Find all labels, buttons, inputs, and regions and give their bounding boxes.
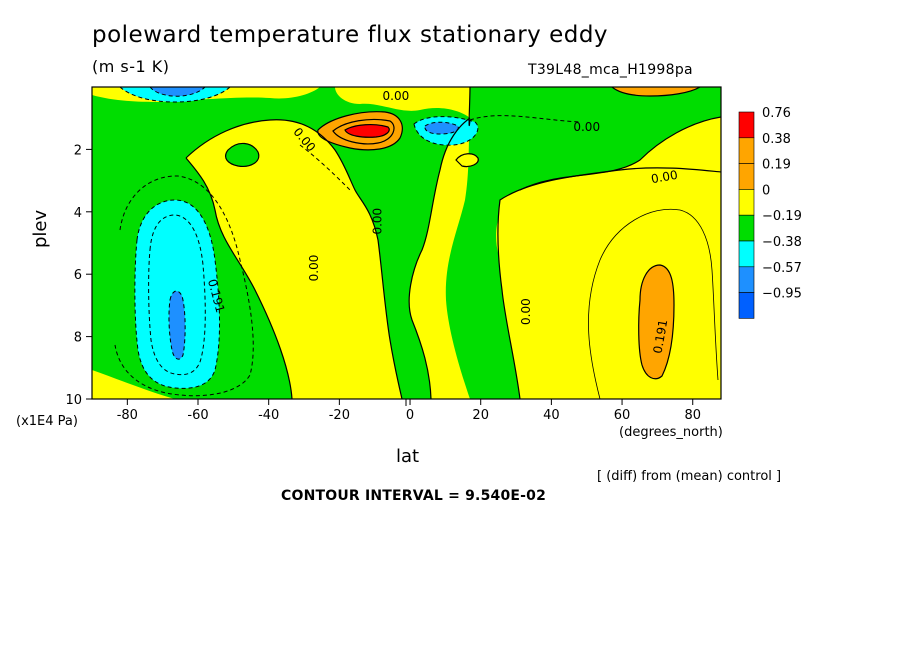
contour-lines-thin: [588, 208, 719, 399]
field-positive-small: [456, 153, 479, 167]
x-tick-label: -80: [117, 408, 138, 423]
chart-title: poleward temperature flux stationary edd…: [92, 22, 609, 48]
contour-lines-negative: [114, 87, 581, 397]
x-tick-label: 40: [543, 408, 560, 423]
colorbar-swatch: [738, 111, 755, 139]
diff-note: [ (diff) from (mean) control ]: [597, 469, 782, 484]
contour-interval: CONTOUR INTERVAL = 9.540E-02: [281, 488, 547, 504]
x-tick-label: -40: [258, 408, 279, 423]
contour-label: 0.191: [651, 318, 671, 354]
colorbar-label: −0.95: [762, 287, 802, 302]
y-tick-label: 6: [74, 268, 82, 283]
colorbar-label: −0.19: [762, 209, 802, 224]
colorbar-label: 0.19: [762, 158, 791, 173]
x-tick-label: 80: [684, 408, 701, 423]
y-tick-label: 4: [74, 206, 82, 221]
axes-layer: -80 -60 -40 -20 0 20 40 60 80 2 4 6 8 10: [65, 143, 701, 423]
colorbar-label: 0.38: [762, 132, 791, 147]
contour-label: 0.00: [383, 89, 410, 103]
run-id-label: T39L48_mca_H1998pa: [528, 62, 693, 78]
colorbar-label: −0.38: [762, 235, 802, 250]
contour-label: 0.00: [519, 298, 533, 325]
colorbar-label: 0: [762, 183, 770, 198]
x-units-label: (degrees_north): [619, 425, 723, 440]
x-tick-label: 0: [406, 408, 414, 423]
plot-area: [92, 87, 721, 399]
field-positive-core-right: [638, 265, 674, 379]
field-positive-right-big: [497, 167, 721, 399]
colorbar-label: −0.57: [762, 261, 802, 276]
colorbar-swatch: [738, 214, 755, 242]
x-tick-label: 20: [472, 408, 489, 423]
field-positive-bottom-left: [92, 370, 175, 399]
y-tick-label: 10: [65, 393, 82, 408]
colorbar-swatch: [738, 266, 755, 293]
contour-label: 0.00: [650, 168, 679, 186]
y-units-label: (x1E4 Pa): [16, 414, 78, 429]
field-negative-peak-left: [168, 291, 186, 360]
field-negative-peak-upper: [424, 122, 459, 134]
colorbar: 0.76 0.38 0.19 0 −0.19 −0.38 −0.57 −0.95: [738, 106, 802, 319]
x-axis-label: lat: [396, 446, 420, 467]
y-tick-label: 2: [74, 143, 82, 158]
field-positive-top-mid: [335, 87, 470, 118]
field-peak-upper: [345, 124, 390, 138]
x-tick-label: -20: [329, 408, 350, 423]
field-positive-left: [186, 119, 402, 399]
contour-label: 0.00: [371, 208, 385, 235]
colorbar-swatch: [738, 163, 755, 190]
field-negative-inner: [225, 143, 259, 167]
colorbar-label: 0.76: [762, 106, 791, 121]
colorbar-swatch: [738, 240, 755, 268]
y-tick-label: 8: [74, 331, 82, 346]
units-label: (m s-1 K): [92, 57, 170, 76]
contour-label: 0.00: [307, 255, 321, 282]
colorbar-swatch: [738, 189, 755, 216]
colorbar-swatch: [738, 137, 755, 164]
colorbar-swatch: [738, 292, 755, 319]
contour-lines: [185, 87, 721, 399]
contour-label: 0.00: [573, 120, 600, 134]
x-tick-label: 60: [614, 408, 631, 423]
x-tick-label: -60: [187, 408, 208, 423]
